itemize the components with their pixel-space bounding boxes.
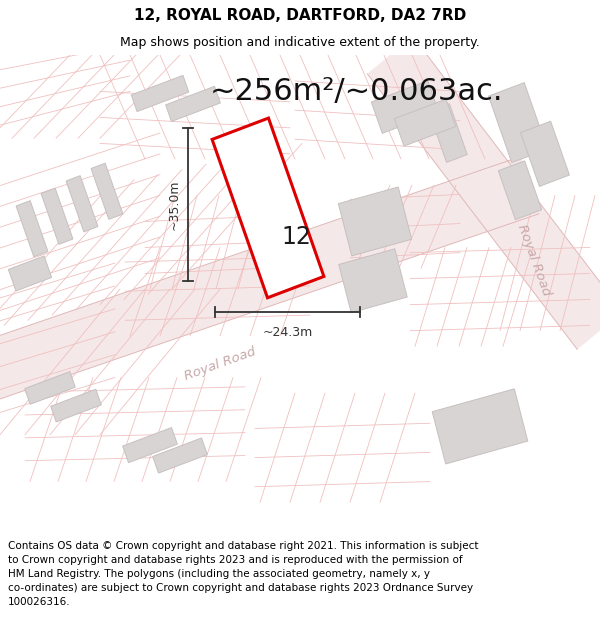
Polygon shape	[488, 82, 547, 162]
Polygon shape	[166, 86, 220, 121]
Text: 12, ROYAL ROAD, DARTFORD, DA2 7RD: 12, ROYAL ROAD, DARTFORD, DA2 7RD	[134, 8, 466, 23]
Polygon shape	[16, 201, 48, 257]
Polygon shape	[367, 36, 600, 349]
Polygon shape	[8, 256, 52, 291]
Polygon shape	[371, 81, 439, 133]
Polygon shape	[521, 121, 569, 186]
Polygon shape	[432, 389, 528, 464]
Polygon shape	[131, 76, 189, 112]
Text: Royal Road: Royal Road	[515, 222, 553, 298]
Polygon shape	[41, 188, 73, 244]
Polygon shape	[25, 371, 75, 404]
Text: ~24.3m: ~24.3m	[262, 326, 313, 339]
Polygon shape	[498, 161, 542, 219]
Polygon shape	[429, 104, 467, 162]
Polygon shape	[212, 118, 324, 298]
Polygon shape	[339, 249, 407, 312]
Text: Map shows position and indicative extent of the property.: Map shows position and indicative extent…	[120, 36, 480, 49]
Polygon shape	[51, 389, 101, 422]
Polygon shape	[0, 156, 539, 406]
Polygon shape	[66, 176, 98, 232]
Polygon shape	[338, 187, 412, 256]
Text: 12: 12	[281, 225, 311, 249]
Text: Royal Road: Royal Road	[182, 345, 257, 383]
Text: ~35.0m: ~35.0m	[167, 179, 181, 229]
Polygon shape	[122, 428, 178, 462]
Polygon shape	[91, 163, 123, 219]
Text: Contains OS data © Crown copyright and database right 2021. This information is : Contains OS data © Crown copyright and d…	[8, 541, 478, 608]
Polygon shape	[152, 438, 208, 473]
Polygon shape	[394, 99, 455, 146]
Text: ~256m²/~0.063ac.: ~256m²/~0.063ac.	[210, 77, 503, 106]
